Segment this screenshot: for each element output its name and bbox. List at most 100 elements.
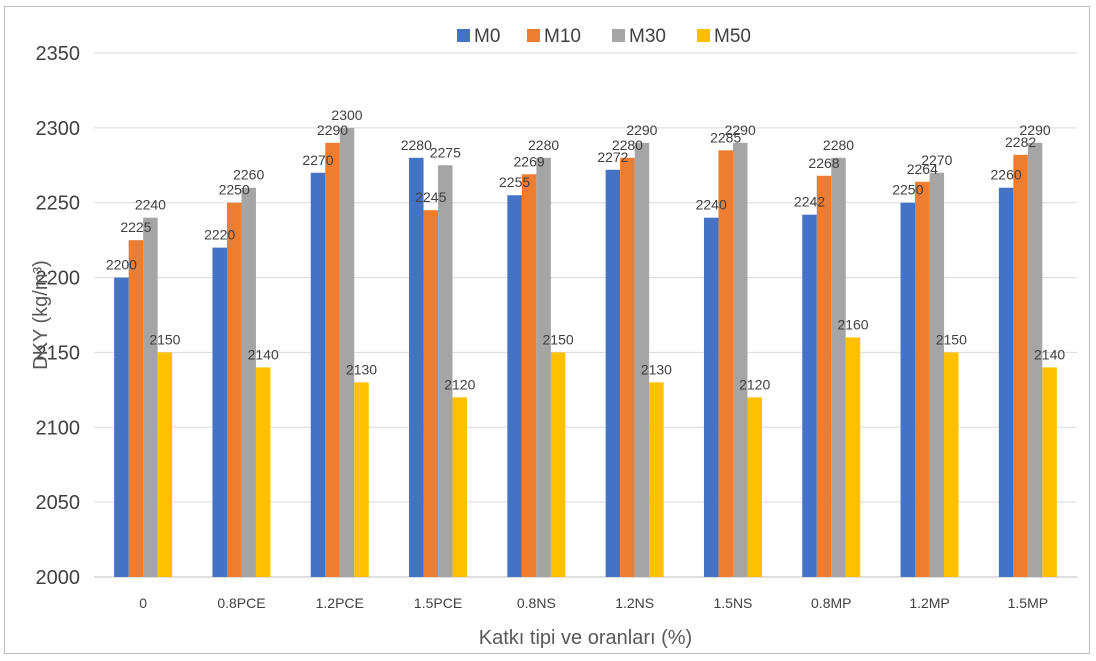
data-label: 2300 xyxy=(331,107,362,123)
legend-label-m50: M50 xyxy=(714,26,751,47)
data-label: 2225 xyxy=(120,219,151,235)
x-tick-label: 1.2PCE xyxy=(316,595,364,611)
data-label: 2130 xyxy=(346,361,377,377)
bar-m10 xyxy=(1013,154,1028,577)
data-label: 2280 xyxy=(612,137,643,153)
bar-m0 xyxy=(802,214,817,578)
x-tick-label: 1.5MP xyxy=(1008,595,1048,611)
y-tick-label: 2150 xyxy=(36,342,81,364)
bar-m50 xyxy=(255,367,271,577)
y-tick-label: 2200 xyxy=(36,268,81,290)
x-tick-label: 1.2NS xyxy=(615,595,654,611)
x-tick-label: 1.2MP xyxy=(909,595,949,611)
bar-m0 xyxy=(409,157,424,578)
data-label: 2290 xyxy=(317,122,348,138)
x-axis-title: Katkı tipi ve oranları (%) xyxy=(479,627,692,649)
bar-m50 xyxy=(550,352,566,577)
bar-m0 xyxy=(998,187,1014,577)
y-axis-title: DKY (kg/m³) xyxy=(30,260,52,370)
data-label: 2140 xyxy=(1034,346,1065,362)
data-label: 2264 xyxy=(907,161,938,177)
bar-m10 xyxy=(620,157,635,578)
bar-m10 xyxy=(521,174,537,578)
data-label: 2268 xyxy=(808,155,839,171)
bar-m10 xyxy=(423,210,439,577)
bar-m30 xyxy=(831,157,846,578)
data-label: 2280 xyxy=(823,137,854,153)
bars xyxy=(114,127,1057,578)
bar-m50 xyxy=(845,337,861,577)
legend-label-m30: M30 xyxy=(629,26,666,47)
bar-m10 xyxy=(325,142,340,578)
data-labels: 2200222522402150222022502260214022702290… xyxy=(106,107,1066,392)
legend-swatch-m50 xyxy=(697,29,710,42)
bar-m30 xyxy=(438,165,453,578)
data-label: 2150 xyxy=(543,331,574,347)
bar-m10 xyxy=(816,175,832,577)
data-label: 2290 xyxy=(626,122,657,138)
bar-m50 xyxy=(452,397,468,577)
x-tick-label: 0.8MP xyxy=(811,595,851,611)
data-label: 2130 xyxy=(641,361,672,377)
bar-m10 xyxy=(128,240,144,577)
legend-swatch-m0 xyxy=(457,29,470,42)
bar-m30 xyxy=(536,157,551,578)
data-label: 2255 xyxy=(499,174,530,190)
data-label: 2240 xyxy=(696,197,727,213)
y-tick-label: 2350 xyxy=(36,43,81,65)
y-tick-label: 2000 xyxy=(36,567,81,589)
data-label: 2140 xyxy=(248,346,279,362)
data-label: 2270 xyxy=(921,152,952,168)
bar-m50 xyxy=(747,397,762,577)
data-label: 2285 xyxy=(710,129,741,145)
x-tick-label: 0 xyxy=(139,595,147,611)
bar-m50 xyxy=(1042,367,1057,577)
data-label: 2270 xyxy=(302,152,333,168)
x-tick-label: 1.5NS xyxy=(713,595,752,611)
bar-m0 xyxy=(605,169,621,577)
y-tick-label: 2300 xyxy=(36,118,81,140)
legend-label-m10: M10 xyxy=(544,26,581,47)
bar-m0 xyxy=(114,277,129,577)
y-tick-label: 2250 xyxy=(36,193,81,215)
data-label: 2275 xyxy=(430,144,461,160)
data-label: 2250 xyxy=(892,182,923,198)
data-label: 2290 xyxy=(1020,122,1051,138)
data-label: 2290 xyxy=(725,122,756,138)
bar-m30 xyxy=(143,217,158,577)
bar-m0 xyxy=(310,172,326,577)
data-label: 2260 xyxy=(233,167,264,183)
bar-m10 xyxy=(915,181,930,578)
bar-m30 xyxy=(732,142,748,578)
legend-swatch-m30 xyxy=(612,29,625,42)
bar-m0 xyxy=(212,247,227,577)
bar-m0 xyxy=(507,195,522,577)
x-tick-label: 1.5PCE xyxy=(414,595,462,611)
y-tick-label: 2050 xyxy=(36,492,81,514)
data-label: 2120 xyxy=(444,376,475,392)
legend-swatch-m10 xyxy=(527,29,540,42)
bar-m10 xyxy=(718,150,733,578)
bar-m50 xyxy=(354,382,369,577)
data-label: 2269 xyxy=(514,153,545,169)
data-label: 2250 xyxy=(219,182,250,198)
y-tick-labels: 2000 2050 2100 2150 2200 2250 2300 2350 xyxy=(36,43,81,589)
bar-m0 xyxy=(703,217,719,577)
bar-m30 xyxy=(929,172,945,577)
data-label: 2150 xyxy=(936,331,967,347)
bar-m0 xyxy=(900,202,916,577)
bar-m50 xyxy=(157,352,173,577)
bar-m30 xyxy=(339,127,355,577)
x-tick-label: 0.8PCE xyxy=(217,595,265,611)
bar-m50 xyxy=(944,352,959,577)
bar-m10 xyxy=(226,202,242,577)
data-label: 2200 xyxy=(106,257,137,273)
bar-m30 xyxy=(1027,142,1043,578)
data-label: 2120 xyxy=(739,376,770,392)
data-label: 2245 xyxy=(415,189,446,205)
data-label: 2220 xyxy=(204,227,235,243)
data-label: 2282 xyxy=(1005,134,1036,150)
bar-m30 xyxy=(634,142,650,578)
data-label: 2272 xyxy=(597,149,628,165)
